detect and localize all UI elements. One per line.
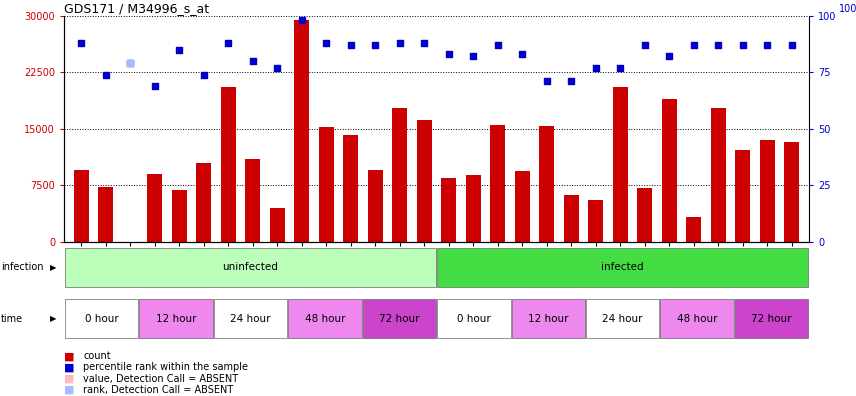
Point bbox=[760, 42, 774, 48]
Text: value, Detection Call = ABSENT: value, Detection Call = ABSENT bbox=[83, 373, 238, 384]
Bar bbox=[711, 108, 726, 242]
Text: 100%: 100% bbox=[839, 4, 856, 13]
Text: ▶: ▶ bbox=[50, 314, 56, 323]
Text: 0 hour: 0 hour bbox=[85, 314, 118, 324]
Point bbox=[540, 78, 554, 84]
Bar bbox=[735, 150, 750, 242]
Bar bbox=[466, 175, 481, 242]
Text: 48 hour: 48 hour bbox=[677, 314, 717, 324]
Point bbox=[246, 58, 259, 64]
Text: time: time bbox=[1, 314, 23, 324]
Point bbox=[99, 71, 113, 78]
Text: ▶: ▶ bbox=[50, 263, 56, 272]
Text: GDS171 / M34996_s_at: GDS171 / M34996_s_at bbox=[64, 2, 210, 15]
Point bbox=[123, 60, 137, 67]
Bar bbox=[343, 135, 358, 242]
Text: ■: ■ bbox=[64, 385, 74, 395]
Bar bbox=[539, 126, 554, 242]
Point bbox=[123, 60, 137, 67]
Bar bbox=[490, 125, 505, 242]
Text: percentile rank within the sample: percentile rank within the sample bbox=[83, 362, 248, 373]
Point bbox=[638, 42, 651, 48]
Bar bbox=[368, 170, 383, 242]
Point bbox=[197, 71, 211, 78]
Bar bbox=[512, 299, 585, 338]
Point bbox=[711, 42, 725, 48]
Text: infection: infection bbox=[1, 262, 44, 272]
Bar bbox=[147, 174, 162, 242]
Bar bbox=[288, 299, 361, 338]
Bar bbox=[588, 200, 603, 242]
Text: 24 hour: 24 hour bbox=[603, 314, 643, 324]
Text: count: count bbox=[83, 351, 110, 362]
Bar bbox=[417, 120, 431, 242]
Bar bbox=[363, 299, 436, 338]
Text: 12 hour: 12 hour bbox=[528, 314, 568, 324]
Point bbox=[442, 51, 455, 57]
Bar bbox=[65, 248, 436, 287]
Bar bbox=[392, 108, 407, 242]
Point bbox=[491, 42, 505, 48]
Bar bbox=[735, 299, 808, 338]
Bar bbox=[437, 248, 808, 287]
Bar bbox=[294, 19, 309, 242]
Point bbox=[614, 65, 627, 71]
Point bbox=[589, 65, 603, 71]
Bar bbox=[784, 142, 800, 242]
Bar bbox=[319, 127, 334, 242]
Point bbox=[785, 42, 799, 48]
Bar bbox=[586, 299, 659, 338]
Text: uninfected: uninfected bbox=[223, 262, 278, 272]
Bar bbox=[197, 162, 211, 242]
Point bbox=[295, 17, 309, 23]
Bar bbox=[246, 159, 260, 242]
Bar bbox=[760, 140, 775, 242]
Bar bbox=[687, 217, 701, 242]
Text: infected: infected bbox=[602, 262, 644, 272]
Text: 72 hour: 72 hour bbox=[379, 314, 419, 324]
Bar bbox=[214, 299, 287, 338]
Point bbox=[270, 65, 284, 71]
Point bbox=[222, 40, 235, 46]
Bar bbox=[437, 299, 510, 338]
Point bbox=[344, 42, 358, 48]
Bar bbox=[270, 208, 285, 242]
Point bbox=[663, 53, 676, 60]
Bar bbox=[564, 195, 579, 242]
Point bbox=[368, 42, 382, 48]
Text: ■: ■ bbox=[64, 373, 74, 384]
Point bbox=[564, 78, 578, 84]
Point bbox=[74, 40, 88, 46]
Bar bbox=[442, 177, 456, 242]
Bar bbox=[221, 87, 235, 242]
Bar bbox=[172, 190, 187, 242]
Bar bbox=[661, 299, 734, 338]
Point bbox=[418, 40, 431, 46]
Bar bbox=[140, 299, 212, 338]
Point bbox=[319, 40, 333, 46]
Point bbox=[687, 42, 700, 48]
Text: ■: ■ bbox=[64, 362, 74, 373]
Bar bbox=[638, 188, 652, 242]
Text: 72 hour: 72 hour bbox=[752, 314, 792, 324]
Point bbox=[515, 51, 529, 57]
Point bbox=[393, 40, 407, 46]
Bar bbox=[613, 87, 627, 242]
Bar bbox=[515, 171, 530, 242]
Point bbox=[173, 47, 187, 53]
Text: 24 hour: 24 hour bbox=[230, 314, 270, 324]
Point bbox=[467, 53, 480, 60]
Bar bbox=[65, 299, 138, 338]
Bar bbox=[74, 170, 89, 242]
Point bbox=[148, 83, 162, 89]
Text: 12 hour: 12 hour bbox=[156, 314, 196, 324]
Bar bbox=[98, 187, 113, 242]
Point bbox=[736, 42, 750, 48]
Text: 48 hour: 48 hour bbox=[305, 314, 345, 324]
Text: ■: ■ bbox=[64, 351, 74, 362]
Text: rank, Detection Call = ABSENT: rank, Detection Call = ABSENT bbox=[83, 385, 234, 395]
Text: 0 hour: 0 hour bbox=[457, 314, 490, 324]
Bar bbox=[662, 99, 676, 242]
